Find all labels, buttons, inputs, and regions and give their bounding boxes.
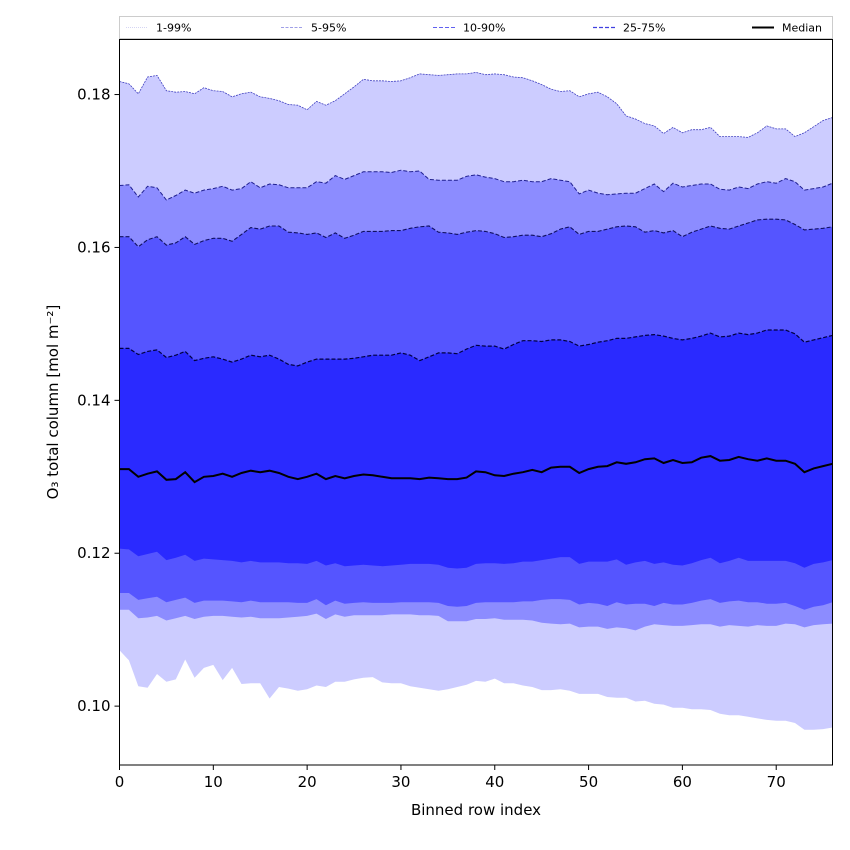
- legend-label: Median: [782, 22, 822, 35]
- y-tick-label: 0.12: [77, 544, 110, 562]
- x-tick-label: 0: [115, 773, 125, 791]
- y-tick-label: 0.10: [77, 697, 110, 715]
- y-tick-label: 0.14: [77, 391, 110, 409]
- plot-frame: [119, 39, 833, 766]
- x-tick-label: 20: [298, 773, 317, 791]
- line-p75: [119, 329, 833, 367]
- legend-item-25-75pct: 25-75%: [593, 22, 665, 35]
- x-axis: 0 10 20 30 40 50 60 70: [115, 765, 786, 791]
- y-tick-label: 0.16: [77, 238, 110, 256]
- legend-item-1-99pct: 1-99%: [126, 22, 191, 35]
- y-axis: 0.10 0.12 0.14 0.16 0.18: [77, 86, 120, 715]
- x-tick-label: 50: [579, 773, 598, 791]
- legend-label: 5-95%: [311, 22, 346, 35]
- y-axis-label: O₃ total column [mol m⁻²]: [44, 305, 62, 500]
- x-tick-label: 60: [673, 773, 692, 791]
- legend-label: 10-90%: [463, 22, 505, 35]
- legend-item-Median: Median: [752, 22, 822, 35]
- x-tick-label: 70: [767, 773, 786, 791]
- line-p90: [119, 218, 833, 248]
- legend-item-10-90pct: 10-90%: [433, 22, 505, 35]
- band-25-75: [119, 330, 833, 569]
- legend-item-5-95pct: 5-95%: [281, 22, 346, 35]
- x-tick-label: 30: [391, 773, 410, 791]
- percentile-lines: [119, 71, 833, 484]
- legend-label: 25-75%: [623, 22, 665, 35]
- line-p99: [119, 71, 833, 138]
- bands: [119, 72, 833, 730]
- legend: 1-99% 5-95% 10-90% 25-75% Median: [119, 16, 833, 39]
- x-tick-label: 10: [204, 773, 223, 791]
- line-median: [119, 455, 833, 484]
- legend-frame: [119, 16, 833, 39]
- x-axis-label: Binned row index: [411, 801, 541, 819]
- line-p95: [119, 169, 833, 201]
- x-tick-label: 40: [485, 773, 504, 791]
- legend-label: 1-99%: [156, 22, 191, 35]
- y-tick-label: 0.18: [77, 86, 110, 104]
